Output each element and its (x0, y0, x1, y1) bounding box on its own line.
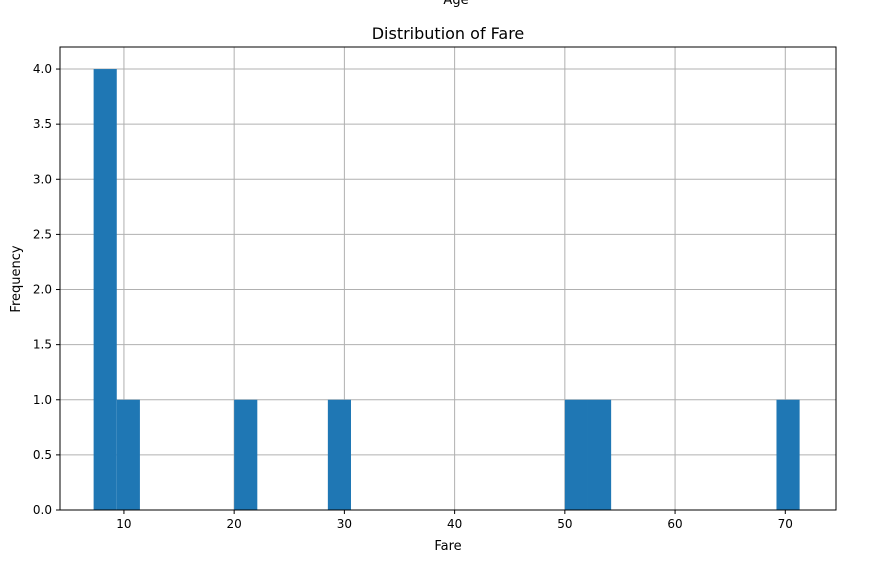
y-axis-title: Frequency (9, 245, 24, 312)
y-tick-label: 2.5 (33, 227, 52, 241)
histogram-bar (776, 399, 800, 510)
histogram-bar (234, 399, 258, 510)
y-tick-label: 2.0 (33, 283, 52, 297)
histogram-bar (116, 399, 140, 510)
bars (93, 69, 800, 511)
y-tick-label: 4.0 (33, 62, 52, 76)
histogram-bar (564, 399, 588, 510)
x-tick-label: 40 (447, 517, 462, 531)
y-tick-label: 1.5 (33, 338, 52, 352)
x-tick-label: 60 (667, 517, 682, 531)
chart-title: Distribution of Fare (372, 24, 525, 43)
x-tick-label: 70 (778, 517, 793, 531)
y-tick-label: 3.0 (33, 172, 52, 186)
x-axis-title: Fare (434, 539, 461, 554)
histogram-bar (93, 69, 117, 511)
grid-lines (60, 47, 836, 511)
plot-area-frame (59, 46, 837, 511)
x-tick-label: 20 (227, 517, 242, 531)
x-tick-label: 50 (557, 517, 572, 531)
y-tick-label: 3.5 (33, 117, 52, 131)
x-tick-label: 10 (116, 517, 131, 531)
x-tick-label: 30 (337, 517, 352, 531)
y-tick-label: 0.0 (33, 503, 52, 517)
previous-chart-label: Age (443, 0, 468, 8)
axis-ticks: 10 20 30 40 50 60 70 0.0 0.5 1.0 1.5 2.0 2.5 3.0 3.5 4.… (33, 62, 793, 531)
histogram-bar (587, 399, 612, 510)
y-tick-label: 1.0 (33, 393, 52, 407)
y-tick-label: 0.5 (33, 448, 52, 462)
histogram-bar (327, 399, 351, 510)
